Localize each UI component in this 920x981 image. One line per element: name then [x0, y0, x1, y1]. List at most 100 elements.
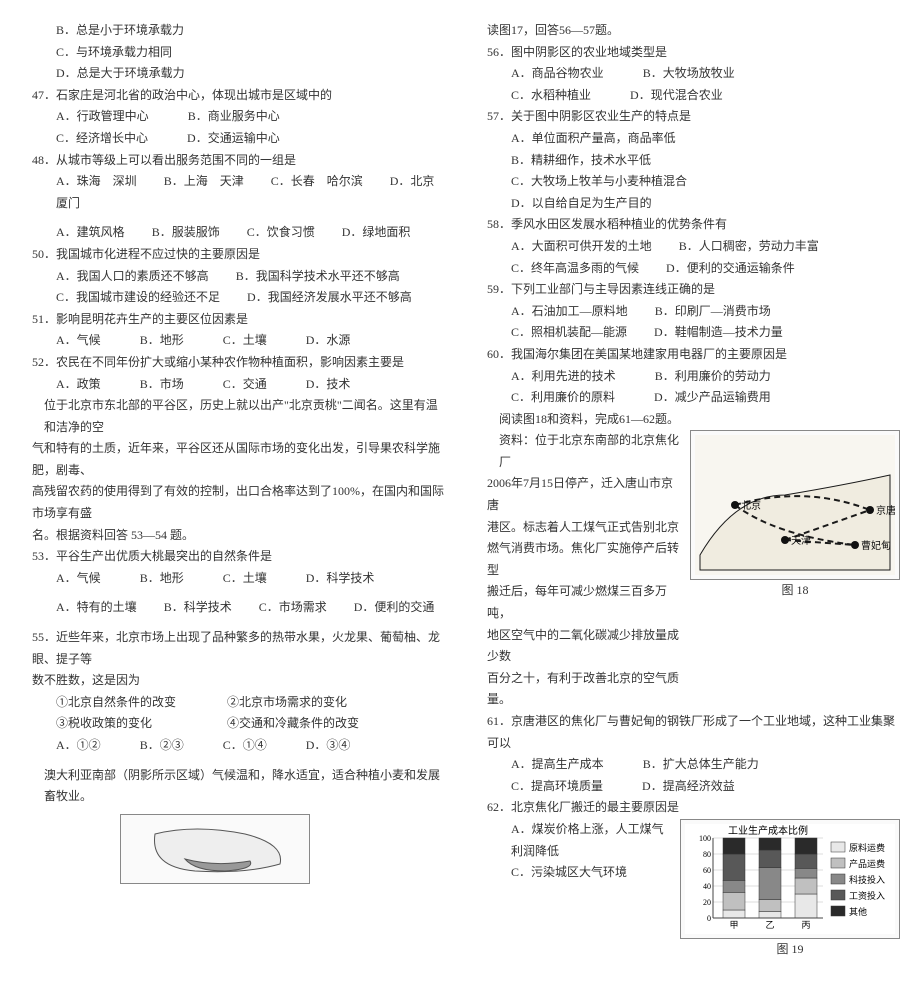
- q55-stem-a: 55．近些年来，北京市场上出现了品种繁多的热带水果，火龙果、葡萄柚、龙眼、提子等: [20, 627, 445, 670]
- q49-d: D．绿地面积: [342, 225, 411, 239]
- q58-a: A．大面积可供开发的土地: [511, 239, 652, 253]
- q48-a: A．珠海 深圳: [56, 174, 137, 188]
- svg-text:40: 40: [703, 882, 711, 891]
- svg-text:其他: 其他: [849, 906, 867, 917]
- q58-c: C．终年高温多雨的气候: [511, 261, 639, 275]
- q58-r2: C．终年高温多雨的气候 D．便利的交通运输条件: [475, 258, 900, 280]
- australia-map-icon: [125, 819, 305, 879]
- fig18-wrap: 北京天津曹妃甸京唐港 图 18: [690, 430, 900, 602]
- q47-opts-row2: C．经济增长中心 D．交通运输中心: [20, 128, 445, 150]
- p61-d: 燃气消费市场。焦化厂实施停产后转型: [475, 538, 682, 581]
- q55-i3: ③税收政策的变化: [56, 716, 152, 730]
- q56-stem: 56．图中阴影区的农业地域类型是: [475, 42, 900, 64]
- q62-c: C．污染城区大气环境: [475, 862, 672, 884]
- q53-d: D．科学技术: [306, 571, 375, 585]
- p61-f: 地区空气中的二氧化碳减少排放量成少数: [475, 625, 682, 668]
- q52-a: A．政策: [56, 377, 101, 391]
- svg-text:20: 20: [703, 898, 711, 907]
- q57-b: B．精耕细作，技术水平低: [475, 150, 900, 172]
- q59-b: B．印刷厂—消费市场: [655, 304, 771, 318]
- q60-d: D．减少产品运输费用: [654, 390, 771, 404]
- svg-text:科技投入: 科技投入: [849, 874, 885, 885]
- q60-r2: C．利用廉价的原料 D．减少产品运输费用: [475, 387, 900, 409]
- fig18-map: 北京天津曹妃甸京唐港: [690, 430, 900, 580]
- svg-text:80: 80: [703, 850, 711, 859]
- q60-stem: 60．我国海尔集团在美国某地建家用电器厂的主要原因是: [475, 344, 900, 366]
- q50-c: C．我国城市建设的经验还不足: [56, 290, 220, 304]
- q47-a: A．行政管理中心: [56, 109, 149, 123]
- q61-b: B．扩大总体生产能力: [643, 757, 759, 771]
- lead61: 阅读图18和资料，完成61—62题。: [475, 409, 900, 431]
- q52-stem: 52．农民在不同年份扩大或缩小某种农作物种植面积，影响因素主要是: [20, 352, 445, 374]
- lead56: 读图17，回答56—57题。: [475, 20, 900, 42]
- p61-g: 百分之十，有利于改善北京的空气质量。: [475, 668, 682, 711]
- svg-text:乙: 乙: [765, 920, 774, 930]
- q57-c: C．大牧场上牧羊与小麦种植混合: [475, 171, 900, 193]
- q49-c: C．饮食习惯: [247, 225, 315, 239]
- q48-stem: 48．从城市等级上可以看出服务范围不同的一组是: [20, 150, 445, 172]
- q61-c: C．提高环境质量: [511, 779, 603, 793]
- q56-a: A．商品谷物农业: [511, 66, 604, 80]
- svg-text:工资投入: 工资投入: [849, 890, 885, 901]
- passage1-b: 气和特有的土质，近年来，平谷区还从国际市场的变化出发，引导果农科学施肥，剧毒、: [20, 438, 445, 481]
- q60-a: A．利用先进的技术: [511, 369, 616, 383]
- q53-opts: A．气候 B．地形 C．土壤 D．科学技术: [20, 568, 445, 590]
- q57-stem: 57．关于图中阴影区农业生产的特点是: [475, 106, 900, 128]
- p61-a: 资料：位于北京东南部的北京焦化厂: [475, 430, 682, 473]
- q47-c: C．经济增长中心: [56, 131, 148, 145]
- svg-text:北京: 北京: [741, 499, 761, 512]
- q54-b: B．科学技术: [164, 600, 232, 614]
- q51-b: B．地形: [140, 333, 184, 347]
- q59-stem: 59．下列工业部门与主导因素连线正确的是: [475, 279, 900, 301]
- q50-b: B．我国科学技术水平还不够高: [236, 269, 400, 283]
- q52-c: C．交通: [223, 377, 267, 391]
- p61-c: 港区。标志着人工煤气正式告别北京: [475, 517, 682, 539]
- q55-stem-b: 数不胜数，这是因为: [20, 670, 445, 692]
- svg-text:产品运费: 产品运费: [849, 858, 885, 869]
- q55-d: D．③④: [306, 738, 351, 752]
- q60-r1: A．利用先进的技术 B．利用廉价的劳动力: [475, 366, 900, 388]
- q47-stem: 47．石家庄是河北省的政治中心，体现出城市是区域中的: [20, 85, 445, 107]
- q47-opts-row1: A．行政管理中心 B．商业服务中心: [20, 106, 445, 128]
- fig19-wrap: 工业生产成本比例020406080100甲乙丙原料运费产品运费科技投入工资投入其…: [680, 819, 900, 961]
- q56-b: B．大牧场放牧业: [643, 66, 735, 80]
- p61-e: 搬迁后，每年可减少燃煤三百多万吨，: [475, 581, 682, 624]
- q59-r1: A．石油加工—原料地 B．印刷厂—消费市场: [475, 301, 900, 323]
- q57-a: A．单位面积产量高，商品率低: [475, 128, 900, 150]
- q58-stem: 58．季风水田区发展水稻种植业的优势条件有: [475, 214, 900, 236]
- q58-b: B．人口稠密，劳动力丰富: [679, 239, 819, 253]
- q53-a: A．气候: [56, 571, 101, 585]
- q53-c: C．土壤: [223, 571, 267, 585]
- passage1-c: 高残留农药的使用得到了有效的控制，出口合格率达到了100%，在国内和国际市场享有…: [20, 481, 445, 524]
- q49-opts: A．建筑风格 B．服装服饰 C．饮食习惯 D．绿地面积: [20, 222, 445, 244]
- q50-d: D．我国经济发展水平还不够高: [247, 290, 412, 304]
- q56-d: D．现代混合农业: [630, 88, 723, 102]
- q50-a: A．我国人口的素质还不够高: [56, 269, 209, 283]
- q49-a: A．建筑风格: [56, 225, 125, 239]
- q51-c: C．土壤: [223, 333, 267, 347]
- q51-d: D．水源: [306, 333, 351, 347]
- q53-stem: 53．平谷生产出优质大桃最突出的自然条件是: [20, 546, 445, 568]
- q55-a: A．①②: [56, 738, 101, 752]
- q58-r1: A．大面积可供开发的土地 B．人口稠密，劳动力丰富: [475, 236, 900, 258]
- svg-text:原料运费: 原料运费: [849, 842, 885, 853]
- q56-r2: C．水稻种植业 D．现代混合农业: [475, 85, 900, 107]
- q50-r2: C．我国城市建设的经验还不足 D．我国经济发展水平还不够高: [20, 287, 445, 309]
- map-australia-placeholder: [120, 814, 310, 884]
- q53-b: B．地形: [140, 571, 184, 585]
- q55-items-r2: ③税收政策的变化 ④交通和冷藏条件的改变: [20, 713, 445, 735]
- svg-text:丙: 丙: [801, 920, 810, 930]
- q62-a: A．煤炭价格上涨，人工煤气利润降低: [475, 819, 672, 862]
- q50-r1: A．我国人口的素质还不够高 B．我国科学技术水平还不够高: [20, 266, 445, 288]
- svg-text:0: 0: [707, 914, 711, 923]
- svg-text:100: 100: [699, 834, 711, 843]
- svg-text:京唐港: 京唐港: [876, 504, 895, 517]
- q54-d: D．便利的交通: [354, 600, 435, 614]
- right-column: 读图17，回答56—57题。 56．图中阴影区的农业地域类型是 A．商品谷物农业…: [475, 20, 900, 961]
- p61-b: 2006年7月15日停产，迁入唐山市京唐: [475, 473, 682, 516]
- svg-text:曹妃甸: 曹妃甸: [861, 539, 891, 552]
- svg-text:工业生产成本比例: 工业生产成本比例: [728, 824, 808, 837]
- q56-c: C．水稻种植业: [511, 88, 591, 102]
- q56-r1: A．商品谷物农业 B．大牧场放牧业: [475, 63, 900, 85]
- q48-b: B．上海 天津: [164, 174, 244, 188]
